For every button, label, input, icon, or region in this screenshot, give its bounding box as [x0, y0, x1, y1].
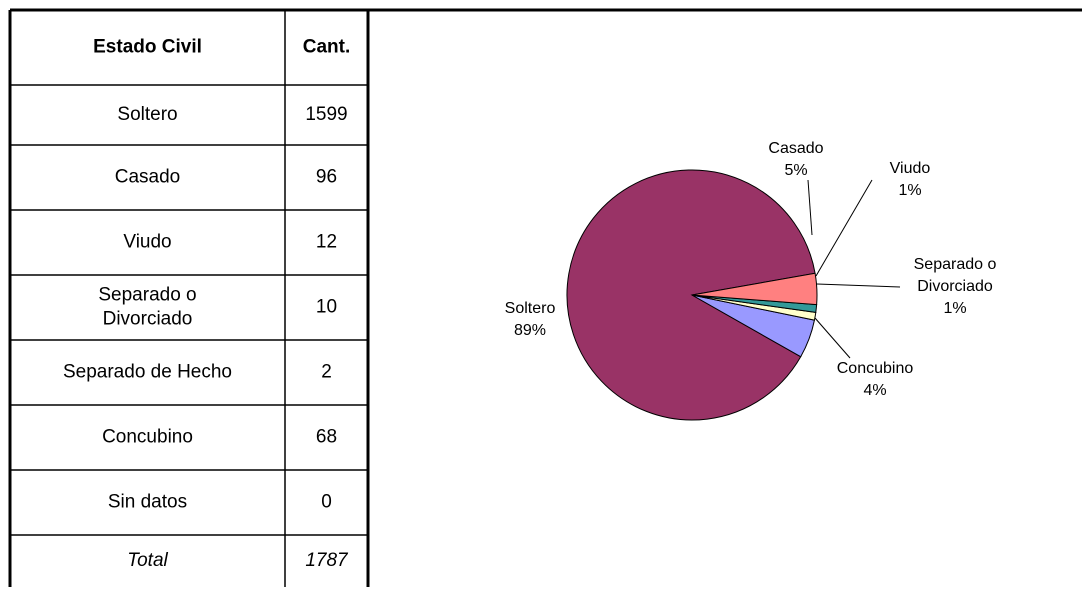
label-line: Viudo [890, 160, 931, 177]
leader-line [814, 317, 851, 359]
table-cell: 96 [316, 167, 337, 188]
pie-value-label: 4% [863, 382, 886, 399]
label-line: Soltero [505, 300, 556, 317]
table-cell: Concubino [102, 427, 193, 448]
label-line: Divorciado [917, 278, 993, 295]
table-cell: Total [127, 550, 168, 571]
leader-line [816, 283, 901, 288]
table-cell: 1787 [305, 550, 349, 571]
table-cell: 12 [316, 232, 337, 253]
pie-value-label: 89% [514, 322, 546, 339]
cell-line: Divorciado [103, 309, 193, 330]
pie-slice [566, 169, 816, 421]
pie-value-label: 1% [943, 300, 966, 317]
table-cell: Separado de Hecho [63, 362, 232, 383]
table-cell: 68 [316, 427, 337, 448]
pie-label: Soltero [505, 300, 556, 317]
table-cell: 10 [316, 297, 337, 318]
table-cell: 0 [321, 492, 332, 513]
pie-label: Separado o Divorciado [914, 256, 997, 295]
pie-value-label: 5% [784, 162, 807, 179]
pie-label: Casado [768, 140, 823, 157]
label-line: Separado o [914, 256, 997, 273]
pie-slice [691, 272, 818, 306]
table-cell: Soltero [117, 104, 177, 125]
pie-label: Concubino [837, 360, 914, 377]
label-line: Casado [768, 140, 823, 157]
table-cell: 2 [321, 362, 332, 383]
table-cell: Sin datos [108, 492, 187, 513]
table-cell: Viudo [123, 232, 171, 253]
leader-line [807, 179, 813, 236]
label-line: Concubino [837, 360, 914, 377]
table-cell: Cant. [303, 37, 351, 58]
pie-value-label: 1% [898, 182, 921, 199]
table-cell: Estado Civil [93, 37, 202, 58]
table-cell: Casado [115, 167, 181, 188]
table-cell: Separado o Divorciado [98, 285, 196, 330]
pie-label: Viudo [890, 160, 931, 177]
leader-line [815, 179, 873, 277]
table-cell: 1599 [305, 104, 347, 125]
cell-line: Separado o [98, 285, 196, 306]
